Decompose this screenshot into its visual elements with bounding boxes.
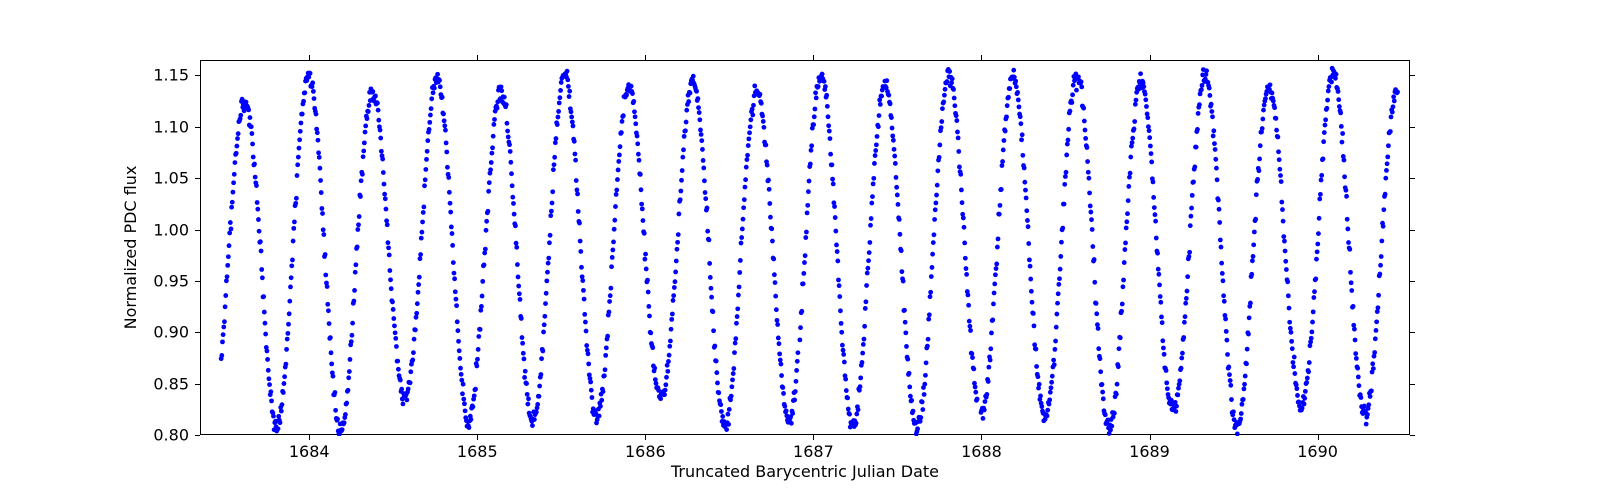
plot-area [200, 60, 1410, 435]
x-tick-label: 1685 [457, 442, 498, 461]
x-tick-mark [981, 55, 982, 60]
lightcurve-figure: 1684 1685 1686 1687 1688 1689 1690 0.80 0.85 0.9… [0, 0, 1600, 500]
x-tick-mark [645, 55, 646, 60]
y-tick-mark [195, 75, 200, 76]
x-axis-label: Truncated Barycentric Julian Date [200, 462, 1410, 481]
y-tick-mark [1410, 178, 1415, 179]
y-tick-label: 1.05 [149, 169, 189, 188]
x-tick-label: 1689 [1129, 442, 1170, 461]
x-tick-mark [1150, 55, 1151, 60]
y-tick-label: 0.95 [149, 271, 189, 290]
x-tick-mark [1150, 435, 1151, 440]
y-tick-mark [1410, 75, 1415, 76]
y-tick-label: 0.85 [149, 374, 189, 393]
y-tick-mark [195, 230, 200, 231]
y-tick-label: 1.15 [149, 66, 189, 85]
y-tick-mark [195, 281, 200, 282]
x-tick-mark [309, 55, 310, 60]
x-tick-label: 1684 [289, 442, 330, 461]
x-tick-mark [477, 435, 478, 440]
x-tick-mark [309, 435, 310, 440]
y-tick-mark [1410, 435, 1415, 436]
y-tick-label: 0.80 [149, 426, 189, 445]
y-tick-mark [195, 384, 200, 385]
y-tick-mark [1410, 127, 1415, 128]
x-tick-label: 1688 [961, 442, 1002, 461]
scatter-series [201, 61, 1411, 436]
x-tick-mark [1318, 435, 1319, 440]
x-tick-label: 1686 [625, 442, 666, 461]
y-tick-label: 1.00 [149, 220, 189, 239]
y-tick-mark [195, 178, 200, 179]
y-tick-label: 0.90 [149, 323, 189, 342]
x-tick-label: 1690 [1297, 442, 1338, 461]
x-tick-label: 1687 [793, 442, 834, 461]
y-tick-mark [1410, 230, 1415, 231]
y-tick-label: 1.10 [149, 117, 189, 136]
y-axis-label: Normalized PDC flux [121, 60, 140, 435]
y-tick-mark [1410, 384, 1415, 385]
y-tick-mark [195, 332, 200, 333]
x-tick-mark [645, 435, 646, 440]
x-tick-mark [813, 55, 814, 60]
y-tick-mark [195, 435, 200, 436]
x-tick-mark [1318, 55, 1319, 60]
y-tick-mark [1410, 332, 1415, 333]
x-tick-mark [813, 435, 814, 440]
x-tick-mark [477, 55, 478, 60]
y-tick-mark [195, 127, 200, 128]
y-tick-mark [1410, 281, 1415, 282]
x-tick-mark [981, 435, 982, 440]
